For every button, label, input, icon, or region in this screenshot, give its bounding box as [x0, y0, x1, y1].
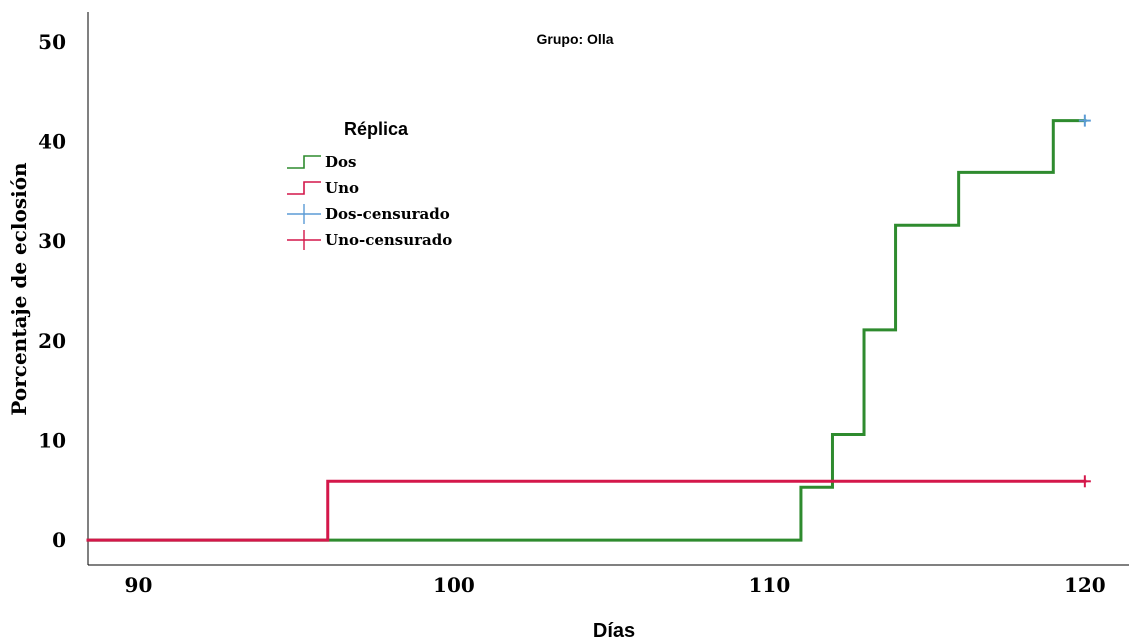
y-tick-label: 40	[38, 130, 66, 154]
series	[86, 119, 1087, 542]
x-tick-label: 110	[749, 573, 791, 597]
y-tick-label: 50	[38, 30, 66, 54]
y-tick-label: 10	[38, 428, 66, 452]
legend-step-symbol	[287, 155, 321, 169]
series-uno-line	[86, 479, 1087, 542]
legend-label: Uno	[325, 179, 359, 197]
chart-title: Grupo: Olla	[537, 31, 614, 47]
ticks: 0 10 20 30 40 50 90 100 110 120	[38, 30, 1106, 597]
series-dos-line	[86, 119, 1087, 542]
y-tick-label: 30	[38, 229, 66, 253]
x-tick-label: 90	[125, 573, 153, 597]
censored-marker	[1078, 475, 1091, 488]
legend: Réplica Dos Uno Dos-censurado Uno-censurado	[287, 119, 452, 250]
censored-marker	[1078, 114, 1091, 127]
axes	[87, 12, 1129, 566]
legend-item: Uno-censurado	[287, 230, 452, 250]
legend-item: Uno	[287, 179, 359, 197]
legend-title: Réplica	[344, 119, 409, 139]
legend-item: Dos-censurado	[287, 204, 450, 224]
legend-step-symbol	[287, 181, 321, 195]
legend-item: Dos	[287, 153, 356, 171]
legend-label: Uno-censurado	[325, 231, 452, 249]
censored-markers	[1078, 114, 1091, 488]
y-tick-label: 0	[52, 528, 66, 552]
x-axis-title: Días	[593, 620, 635, 640]
legend-label: Dos-censurado	[325, 205, 450, 223]
legend-label: Dos	[325, 153, 356, 171]
y-axis-title: Porcentaje de eclosión	[7, 162, 31, 416]
x-tick-label: 120	[1064, 573, 1106, 597]
x-tick-label: 100	[433, 573, 475, 597]
y-tick-label: 20	[38, 329, 66, 353]
